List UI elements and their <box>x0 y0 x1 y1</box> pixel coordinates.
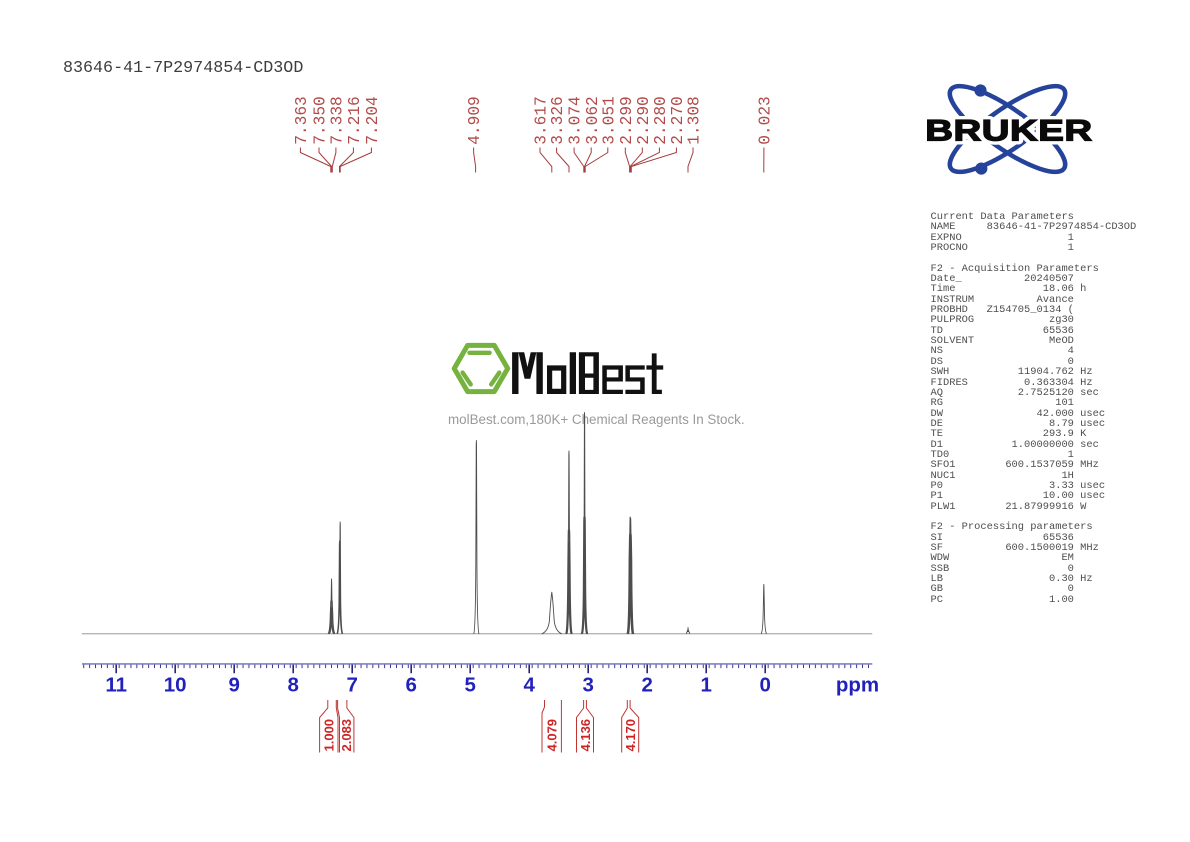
svg-text:4: 4 <box>523 673 535 696</box>
svg-text:1.000: 1.000 <box>322 719 337 752</box>
svg-text:3.326: 3.326 <box>549 96 567 145</box>
svg-text:5: 5 <box>464 673 475 696</box>
svg-text:10: 10 <box>164 673 187 696</box>
svg-text:4.909: 4.909 <box>466 96 484 145</box>
svg-text:2.299: 2.299 <box>618 96 636 145</box>
svg-text:1: 1 <box>700 673 711 696</box>
svg-text:BRUKER: BRUKER <box>925 114 1092 147</box>
svg-text:6: 6 <box>405 673 416 696</box>
svg-text:BRUKER: BRUKER <box>925 114 1092 147</box>
svg-text:0.023: 0.023 <box>757 96 775 145</box>
svg-text:8: 8 <box>287 673 298 696</box>
svg-text:2.083: 2.083 <box>339 719 354 752</box>
svg-text:3.051: 3.051 <box>600 96 618 145</box>
svg-text:11: 11 <box>105 673 127 696</box>
svg-text:3: 3 <box>582 673 593 696</box>
svg-text:2.290: 2.290 <box>635 96 653 145</box>
svg-text:7.216: 7.216 <box>346 96 364 145</box>
svg-text:7.350: 7.350 <box>312 96 330 145</box>
svg-text:3.062: 3.062 <box>584 96 602 145</box>
svg-text:ppm: ppm <box>836 673 879 696</box>
svg-text:0: 0 <box>759 673 770 696</box>
svg-text:1.308: 1.308 <box>686 96 704 145</box>
svg-text:4.079: 4.079 <box>545 719 560 752</box>
svg-text:7.204: 7.204 <box>364 96 382 145</box>
svg-text:4.136: 4.136 <box>578 719 593 752</box>
svg-text:9: 9 <box>228 673 239 696</box>
svg-text:2.270: 2.270 <box>669 96 687 145</box>
svg-text:7.338: 7.338 <box>329 96 347 145</box>
svg-text:4.170: 4.170 <box>623 719 638 752</box>
svg-text:3.617: 3.617 <box>533 96 551 145</box>
svg-text:2.280: 2.280 <box>652 96 670 145</box>
svg-text:2: 2 <box>641 673 652 696</box>
svg-text:7.363: 7.363 <box>293 96 311 145</box>
svg-text:7: 7 <box>346 673 357 696</box>
svg-text:3.074: 3.074 <box>567 96 585 145</box>
